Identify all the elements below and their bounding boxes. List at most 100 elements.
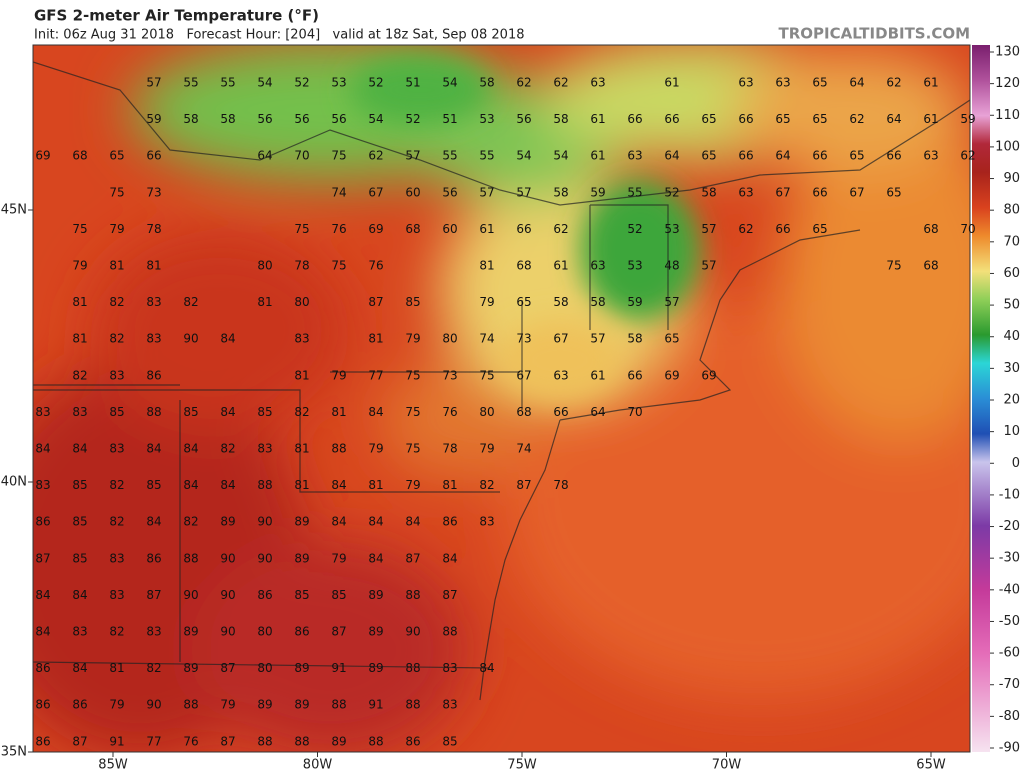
temperature-value: 64 (664, 149, 679, 163)
lon-label: 75W (507, 758, 537, 772)
colorbar-label: 100 (995, 139, 1020, 154)
temperature-value: 58 (701, 185, 716, 199)
temperature-value: 63 (738, 76, 753, 90)
temperature-value: 58 (553, 185, 568, 199)
temperature-value: 69 (701, 368, 716, 382)
temperature-value: 90 (220, 588, 235, 602)
temperature-value: 75 (886, 259, 901, 273)
temperature-value: 87 (442, 588, 457, 602)
temperature-value: 64 (775, 149, 790, 163)
temperature-value: 83 (72, 625, 87, 639)
temperature-value: 65 (109, 149, 124, 163)
temperature-value: 83 (442, 661, 457, 675)
temperature-value: 79 (331, 551, 346, 565)
temperature-value: 88 (183, 551, 198, 565)
temperature-value: 69 (368, 222, 383, 236)
temperature-value: 77 (146, 734, 161, 748)
temperature-value: 55 (220, 76, 235, 90)
temperature-value: 88 (442, 625, 457, 639)
temperature-value: 79 (479, 295, 494, 309)
temperature-value: 68 (923, 222, 938, 236)
temperature-value: 57 (516, 185, 531, 199)
temperature-value: 56 (331, 112, 346, 126)
map-background (33, 45, 970, 752)
temperature-value: 82 (109, 515, 124, 529)
temperature-value: 80 (257, 661, 272, 675)
colorbar-label: -30 (999, 551, 1020, 566)
temperature-value: 80 (479, 405, 494, 419)
temperature-value: 66 (812, 185, 827, 199)
temperature-value: 90 (220, 551, 235, 565)
temperature-value: 62 (960, 149, 975, 163)
temperature-value: 74 (331, 185, 346, 199)
colorbar-label: 70 (1003, 234, 1020, 249)
temperature-value: 84 (220, 405, 235, 419)
temperature-value: 59 (960, 112, 975, 126)
temperature-value: 56 (294, 112, 309, 126)
temperature-value: 84 (368, 515, 383, 529)
temperature-value: 61 (590, 368, 605, 382)
temperature-value: 88 (405, 698, 420, 712)
temperature-value: 62 (516, 76, 531, 90)
temperature-value: 85 (405, 295, 420, 309)
colorbar-label: 0 (1012, 456, 1020, 471)
temperature-value: 57 (146, 76, 161, 90)
temperature-value: 74 (479, 332, 494, 346)
temperature-value: 89 (257, 698, 272, 712)
temperature-value: 86 (146, 551, 161, 565)
temperature-value: 58 (553, 112, 568, 126)
temperature-value: 84 (183, 478, 198, 492)
temperature-value: 89 (183, 625, 198, 639)
temperature-value: 66 (664, 112, 679, 126)
temperature-value: 57 (701, 259, 716, 273)
temperature-value: 80 (257, 259, 272, 273)
temperature-value: 66 (627, 368, 642, 382)
temperature-value: 90 (183, 588, 198, 602)
temperature-value: 65 (812, 222, 827, 236)
temperature-value: 63 (775, 76, 790, 90)
temperature-value: 82 (220, 442, 235, 456)
temperature-value: 83 (109, 588, 124, 602)
temperature-value: 89 (331, 734, 346, 748)
temperature-value: 57 (479, 185, 494, 199)
temperature-value: 61 (590, 149, 605, 163)
temperature-value: 54 (257, 76, 272, 90)
temperature-value: 64 (886, 112, 901, 126)
colorbar-label: 60 (1003, 266, 1020, 281)
temperature-value: 63 (553, 368, 568, 382)
temperature-value: 90 (405, 625, 420, 639)
lon-label: 80W (303, 758, 333, 772)
temperature-value: 84 (183, 442, 198, 456)
temperature-value: 63 (738, 185, 753, 199)
lon-label: 65W (916, 758, 946, 772)
temperature-value: 67 (368, 185, 383, 199)
temperature-value: 60 (442, 222, 457, 236)
temperature-value: 81 (109, 661, 124, 675)
temperature-value: 64 (590, 405, 605, 419)
colorbar-label: 90 (1003, 171, 1020, 186)
temperature-value: 88 (368, 734, 383, 748)
temperature-value: 66 (516, 222, 531, 236)
temperature-value: 85 (257, 405, 272, 419)
temperature-value: 89 (220, 515, 235, 529)
temperature-value: 85 (294, 588, 309, 602)
temperature-value: 87 (331, 625, 346, 639)
temperature-value: 76 (183, 734, 198, 748)
temperature-value: 85 (146, 478, 161, 492)
temperature-value: 81 (109, 259, 124, 273)
temperature-value: 66 (775, 222, 790, 236)
temperature-value: 75 (294, 222, 309, 236)
lon-label: 70W (712, 758, 742, 772)
temperature-value: 79 (405, 332, 420, 346)
temperature-value: 79 (109, 222, 124, 236)
temperature-value: 81 (479, 259, 494, 273)
temperature-value: 83 (109, 551, 124, 565)
temperature-value: 82 (109, 478, 124, 492)
temperature-value: 65 (516, 295, 531, 309)
temperature-value: 82 (183, 295, 198, 309)
temperature-value: 78 (146, 222, 161, 236)
temperature-value: 86 (35, 515, 50, 529)
temperature-value: 83 (146, 295, 161, 309)
temperature-value: 68 (405, 222, 420, 236)
temperature-value: 91 (331, 661, 346, 675)
